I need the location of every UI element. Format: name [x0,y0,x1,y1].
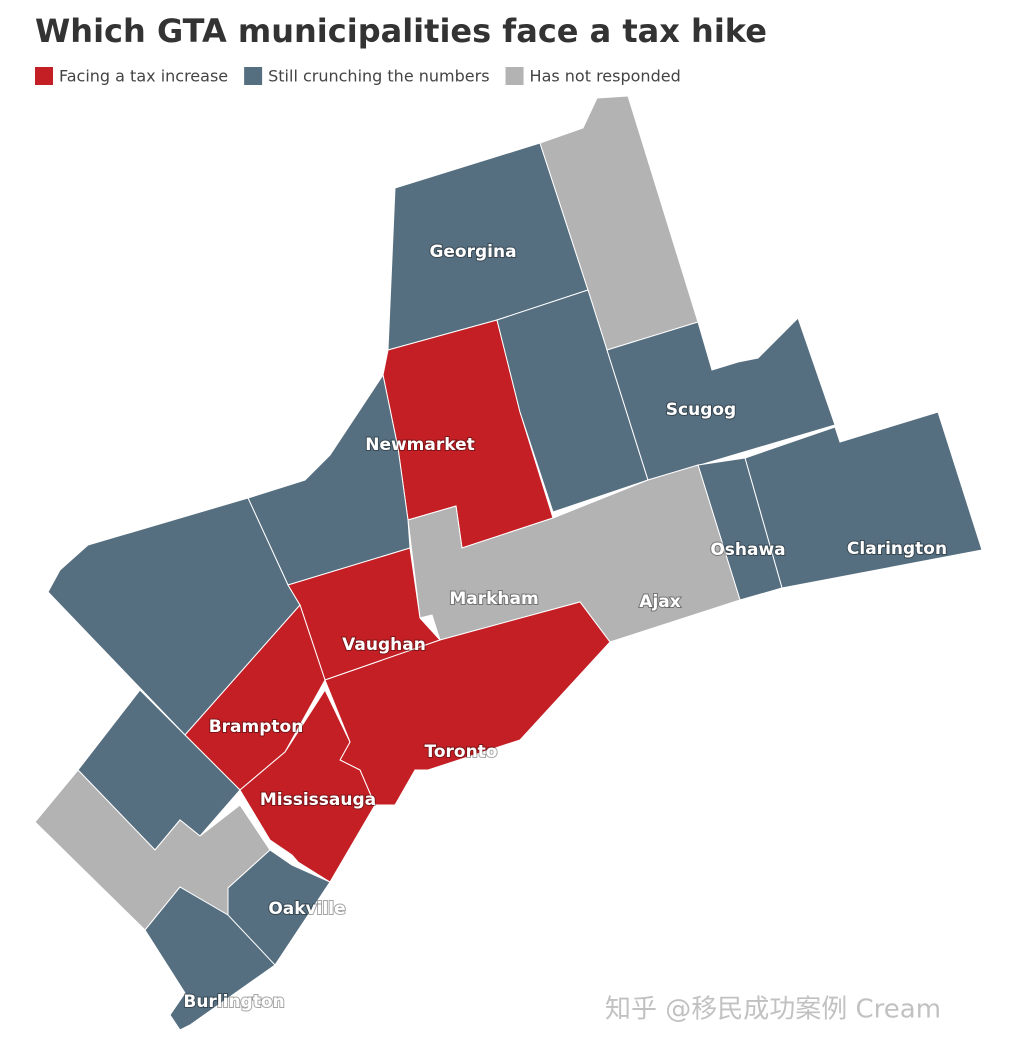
region-label: Burlington [183,992,284,1012]
region [144,886,276,1031]
legend-swatch [35,67,53,85]
region-label: Toronto [425,742,498,762]
labels: Georgina Scugog Newmarket Oshawa Claring… [182,241,948,1013]
region-label: Oakville [268,899,345,919]
region-label: Ajax [639,592,680,612]
watermark: 知乎 @移民成功案例 Cream [605,995,941,1025]
region-label: Oshawa [710,540,785,560]
region-label: Vaughan [342,635,426,655]
region-label: Scugog [666,400,736,420]
title: Which GTA municipalities face a tax hike [35,12,767,50]
region [239,688,376,883]
regions [34,95,983,1031]
legend-swatch [505,67,524,85]
region-label: Brampton [209,717,304,737]
region-label: Georgina [429,242,516,262]
legend-label: Facing a tax increase [59,67,228,86]
region-label: Markham [449,589,538,609]
legend: Facing a tax increase Still crunching the… [35,67,681,86]
legend-label: Has not responded [530,67,681,86]
region-label: Clarington [847,539,947,559]
region-label: Mississauga [260,790,376,810]
region [407,464,741,643]
legend-label: Still crunching the numbers [268,67,489,86]
region-label: Newmarket [365,435,475,455]
legend-swatch [244,67,263,85]
